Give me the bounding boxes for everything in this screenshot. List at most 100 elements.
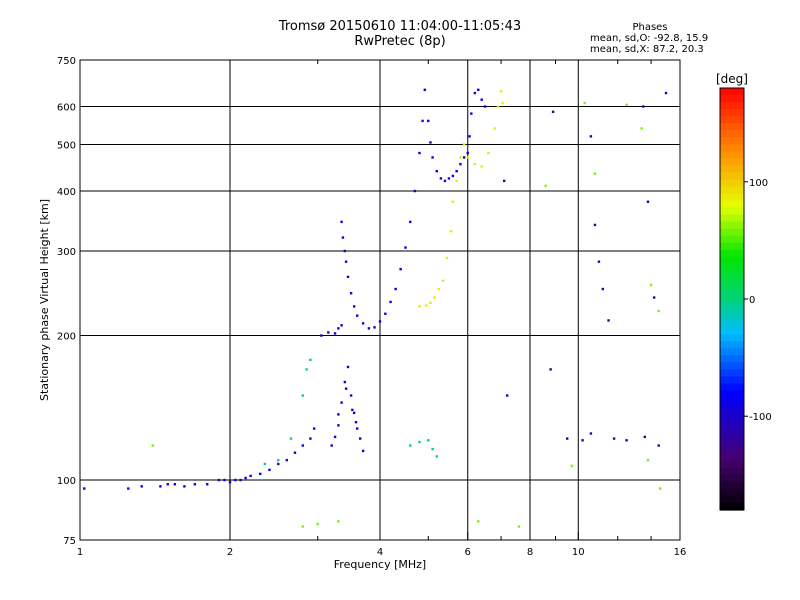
data-point bbox=[502, 179, 506, 183]
data-point bbox=[597, 260, 601, 263]
data-point bbox=[664, 91, 668, 95]
data-point bbox=[83, 487, 86, 490]
y-tick-label: 500 bbox=[57, 141, 76, 152]
data-point bbox=[341, 236, 345, 239]
data-point bbox=[589, 432, 593, 435]
colorbar-segment bbox=[720, 390, 744, 399]
data-point bbox=[384, 312, 387, 315]
data-point bbox=[544, 184, 547, 188]
data-point bbox=[449, 229, 453, 233]
data-point bbox=[140, 485, 143, 488]
data-point bbox=[468, 135, 471, 138]
data-point bbox=[193, 483, 197, 486]
data-point bbox=[549, 368, 552, 371]
data-point bbox=[344, 387, 348, 390]
data-point bbox=[389, 300, 392, 304]
data-point bbox=[421, 119, 424, 123]
data-point bbox=[480, 98, 483, 101]
data-point bbox=[346, 275, 350, 279]
data-point bbox=[268, 468, 271, 472]
phase-stats-o-mode: mean, sd,O: -92.8, 15.9 bbox=[590, 33, 709, 44]
colorbar-segment bbox=[720, 263, 744, 272]
data-point bbox=[259, 472, 262, 476]
phase-stats-x-mode: mean, sd,X: 87.2, 20.3 bbox=[590, 44, 704, 55]
colorbar-tick-label: 0 bbox=[749, 295, 755, 306]
x-tick-label: 10 bbox=[572, 547, 585, 558]
data-point bbox=[423, 88, 426, 92]
data-point bbox=[607, 319, 610, 322]
colorbar-segment bbox=[720, 95, 744, 103]
colorbar-segment bbox=[720, 221, 744, 230]
data-point bbox=[404, 246, 407, 249]
data-point bbox=[483, 105, 487, 108]
data-point bbox=[337, 424, 340, 427]
data-point bbox=[285, 458, 288, 462]
colorbar-segment bbox=[720, 404, 744, 413]
data-point bbox=[277, 462, 280, 466]
data-point bbox=[413, 189, 417, 193]
colorbar-segment bbox=[720, 341, 744, 349]
data-point bbox=[652, 296, 656, 299]
data-point bbox=[327, 331, 330, 334]
data-point bbox=[301, 525, 305, 528]
data-point bbox=[409, 444, 412, 447]
colorbar-segment bbox=[720, 256, 744, 265]
colorbar-segment bbox=[720, 158, 744, 166]
data-point bbox=[343, 380, 347, 384]
colorbar-segment bbox=[720, 502, 744, 511]
data-point bbox=[340, 324, 343, 327]
data-point bbox=[418, 151, 421, 155]
data-point bbox=[228, 480, 232, 484]
data-point bbox=[581, 439, 584, 442]
data-point bbox=[473, 162, 477, 166]
x-tick-label: 1 bbox=[77, 547, 83, 558]
y-tick-label: 75 bbox=[63, 536, 76, 547]
data-point bbox=[409, 220, 412, 224]
data-point bbox=[593, 172, 597, 175]
colorbar-segment bbox=[720, 179, 744, 188]
data-point bbox=[505, 394, 509, 397]
colorbar-segment bbox=[720, 228, 744, 237]
data-point bbox=[470, 112, 473, 115]
colorbar-segment bbox=[720, 277, 744, 286]
chart-subtitle: RwPretec (8p) bbox=[354, 34, 446, 49]
x-axis-label: Frequency [MHz] bbox=[334, 558, 426, 571]
data-point bbox=[333, 332, 337, 335]
x-tick-label: 4 bbox=[377, 547, 383, 558]
chart-title: Tromsø 20150610 11:04:00-11:05:43 bbox=[278, 19, 522, 34]
data-point bbox=[658, 487, 662, 490]
data-point bbox=[234, 478, 237, 482]
colorbar-segment bbox=[720, 313, 744, 321]
colorbar-segment bbox=[720, 432, 744, 441]
data-point bbox=[433, 296, 436, 299]
data-point bbox=[355, 314, 359, 317]
colorbar-segment bbox=[720, 165, 744, 173]
colorbar-segment bbox=[720, 109, 744, 117]
data-point bbox=[217, 478, 221, 482]
data-point bbox=[337, 413, 340, 416]
data-point bbox=[277, 458, 280, 462]
data-point bbox=[501, 101, 504, 105]
data-point bbox=[355, 427, 359, 430]
colorbar-segment bbox=[720, 137, 744, 145]
data-point bbox=[589, 135, 593, 138]
data-point bbox=[249, 474, 252, 478]
data-point bbox=[439, 177, 443, 180]
data-point bbox=[459, 156, 462, 159]
data-point bbox=[301, 444, 305, 447]
data-point bbox=[646, 200, 650, 203]
data-point bbox=[301, 394, 305, 397]
colorbar-segment bbox=[720, 355, 744, 363]
colorbar-segment bbox=[720, 200, 744, 209]
colorbar-segment bbox=[720, 291, 744, 300]
data-point bbox=[445, 256, 449, 260]
data-point bbox=[343, 249, 347, 253]
data-point bbox=[349, 394, 353, 397]
colorbar-tick-label: -100 bbox=[749, 412, 772, 423]
data-point bbox=[373, 326, 376, 329]
data-point bbox=[640, 127, 643, 130]
colorbar-segment bbox=[720, 376, 744, 384]
data-point bbox=[487, 151, 490, 155]
colorbar-segment bbox=[720, 425, 744, 434]
